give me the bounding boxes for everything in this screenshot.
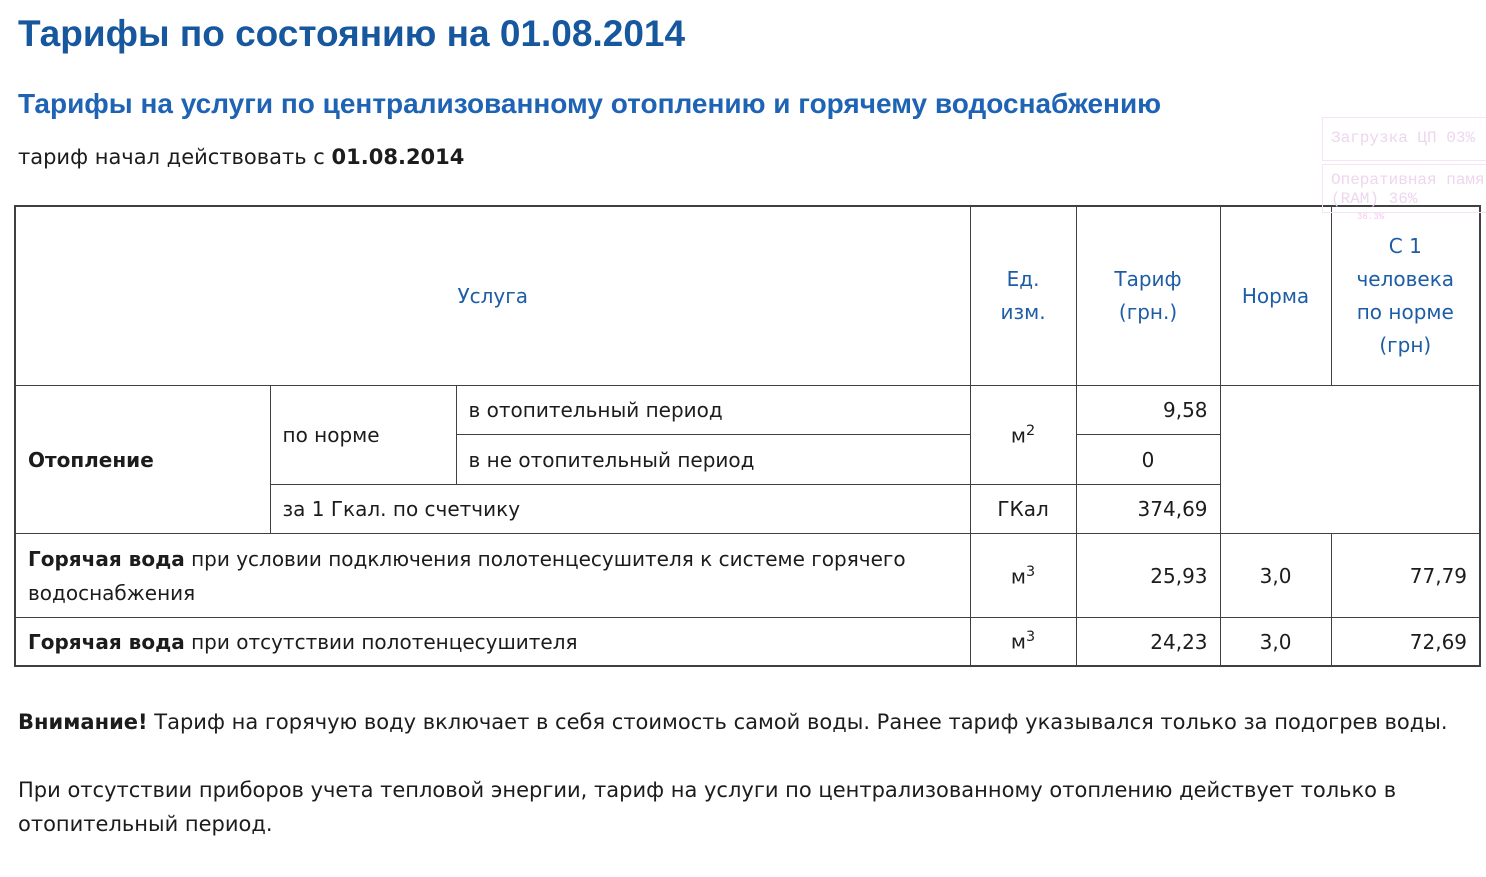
unit-base: м: [1010, 423, 1026, 448]
tariffs-table: Услуга Ед. изм. Тариф (грн.) Норма С 1 ч…: [14, 204, 1482, 667]
unit-superscript: 3: [1026, 629, 1036, 646]
section-title: Тарифы на услуги по централизованному от…: [18, 87, 1162, 119]
unit-gkal-cell: ГКал: [969, 484, 1077, 535]
hot-water-bold: Горячая вода: [28, 629, 185, 654]
table-header-row: Услуга Ед. изм. Тариф (грн.) Норма С 1 ч…: [14, 205, 1481, 387]
header-norm: Норма: [1219, 205, 1332, 387]
unit-m2-cell: м2: [969, 385, 1077, 486]
service-hot-water-no-towel: Горячая вода при отсутствии полотенцесуш…: [14, 617, 971, 667]
attention-bold: Внимание!: [18, 709, 148, 734]
tariff-effective-line: тариф начал действовать с 01.08.2014: [18, 145, 1468, 169]
header-tariff: Тариф (грн.): [1075, 205, 1221, 387]
tariff-hot-water-no-towel: 24,23: [1075, 617, 1221, 667]
hot-water-rest: при условии подключения полотенцесушител…: [28, 546, 906, 605]
heating-by-norm-label: по норме: [269, 385, 457, 486]
heating-period-label: в отопительный период: [455, 385, 971, 436]
heating-row-season: Отопление по норме в отопительный период…: [14, 385, 1481, 535]
hot-water-row-towel: Горячая вода при условии подключения пол…: [14, 533, 1481, 619]
hot-water-rest: при отсутствии полотенцесушителя: [184, 629, 578, 654]
unit-base: м: [1010, 564, 1026, 589]
heating-meter-label: за 1 Гкал. по счетчику: [269, 484, 971, 535]
header-per-person: С 1 человека по норме (грн): [1330, 205, 1481, 387]
header-unit: Ед. изм.: [969, 205, 1077, 387]
heating-norm-empty-cell: [1219, 385, 1481, 535]
tariff-heating-offseason: 0: [1075, 434, 1221, 486]
norm-hot-water-towel: 3,0: [1219, 533, 1332, 619]
unit-m3-cell-1: м3: [969, 533, 1077, 619]
service-heating: Отопление: [14, 385, 271, 535]
ram-load-label: Оперативная память (RAM) 36%: [1331, 171, 1486, 208]
service-hot-water-towel: Горячая вода при условии подключения пол…: [14, 533, 971, 619]
tariff-heating-season: 9,58: [1075, 385, 1221, 436]
heating-row-meter: за 1 Гкал. по счетчику ГКал 374,69: [15, 484, 1480, 535]
header-service: Услуга: [14, 205, 971, 387]
meter-absence-note: При отсутствии приборов учета тепловой э…: [18, 777, 1397, 836]
heating-offseason-label: в не отопительный период: [455, 434, 971, 486]
tariff-gkal: 374,69: [1075, 484, 1221, 535]
norm-hot-water-no-towel: 3,0: [1219, 617, 1332, 667]
heating-row-offseason: в не отопительный период 0: [15, 434, 1480, 486]
hot-water-bold: Горячая вода: [28, 546, 185, 571]
hot-water-row-no-towel: Горячая вода при отсутствии полотенцесуш…: [14, 617, 1481, 667]
tariff-hot-water-towel: 25,93: [1075, 533, 1221, 619]
page-title: Тарифы по состоянию на 01.08.2014: [18, 13, 686, 54]
effective-date: 01.08.2014: [331, 144, 465, 169]
attention-note: Внимание! Тариф на горячую воду включает…: [18, 705, 1452, 739]
unit-base: м: [1010, 629, 1026, 654]
unit-m3-cell-2: м3: [969, 617, 1077, 667]
per-person-hot-water-no-towel: 72,69: [1330, 617, 1481, 667]
per-person-hot-water-towel: 77,79: [1330, 533, 1481, 619]
attention-text: Тариф на горячую воду включает в себя ст…: [147, 709, 1448, 734]
effective-prefix: тариф начал действовать с: [18, 144, 325, 169]
unit-superscript: 3: [1026, 563, 1036, 580]
unit-superscript: 2: [1026, 423, 1036, 440]
